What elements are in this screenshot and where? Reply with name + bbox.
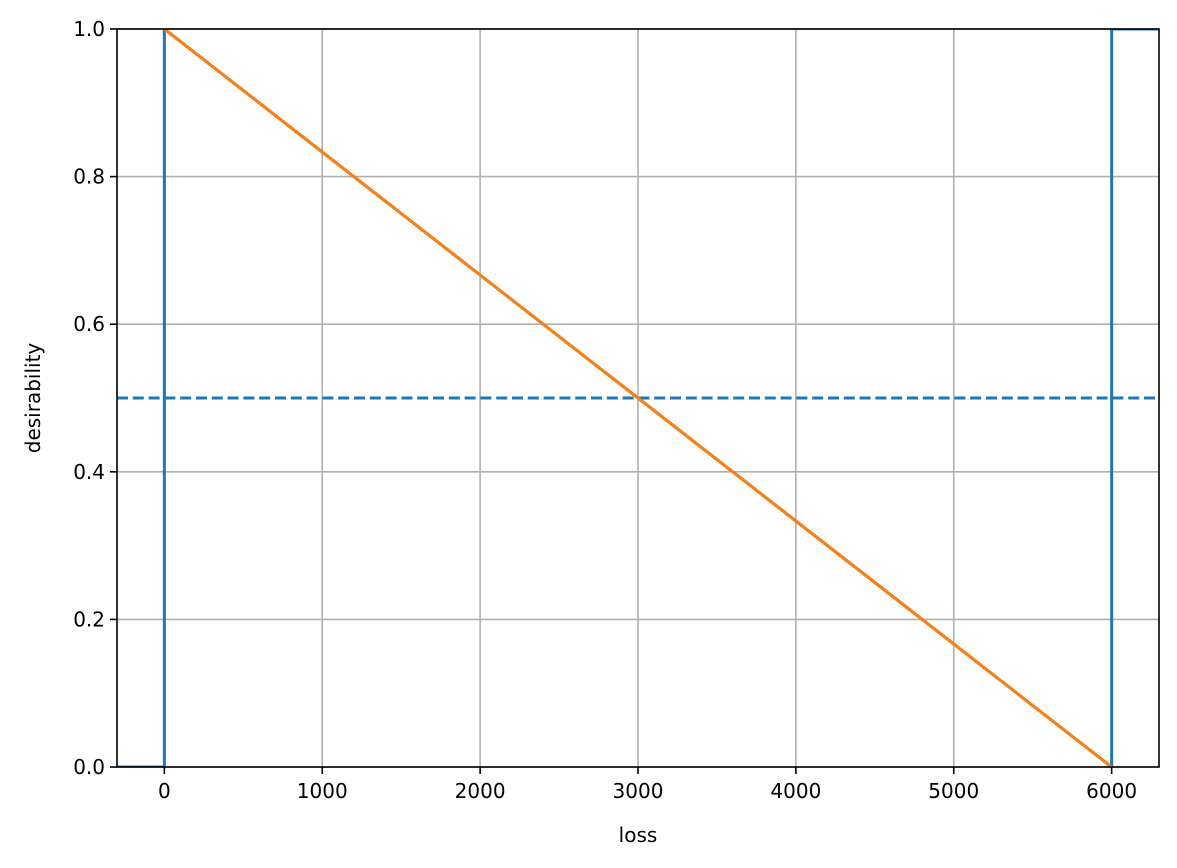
series-group — [117, 29, 1159, 767]
x-tick-label: 0 — [158, 779, 171, 803]
x-tick-label: 2000 — [455, 779, 506, 803]
x-tick-label: 6000 — [1086, 779, 1137, 803]
x-axis-label: loss — [619, 823, 658, 847]
series-line-2 — [163, 29, 1113, 767]
y-tick-label: 0.4 — [73, 460, 105, 484]
y-tick-label: 0.2 — [73, 607, 105, 631]
ticks: 0 1000 2000 3000 4000 5000 6000 0.0 0.2 0.4 0.6 0.8… — [73, 17, 1137, 803]
y-axis-label: desirability — [21, 343, 45, 454]
y-tick-label: 0.6 — [73, 312, 105, 336]
y-tick-label: 1.0 — [73, 17, 105, 41]
x-tick-label: 3000 — [613, 779, 664, 803]
x-tick-label: 1000 — [297, 779, 348, 803]
x-tick-label: 5000 — [928, 779, 979, 803]
y-tick-label: 0.8 — [73, 165, 105, 189]
x-tick-label: 4000 — [770, 779, 821, 803]
y-tick-label: 0.0 — [73, 755, 105, 779]
